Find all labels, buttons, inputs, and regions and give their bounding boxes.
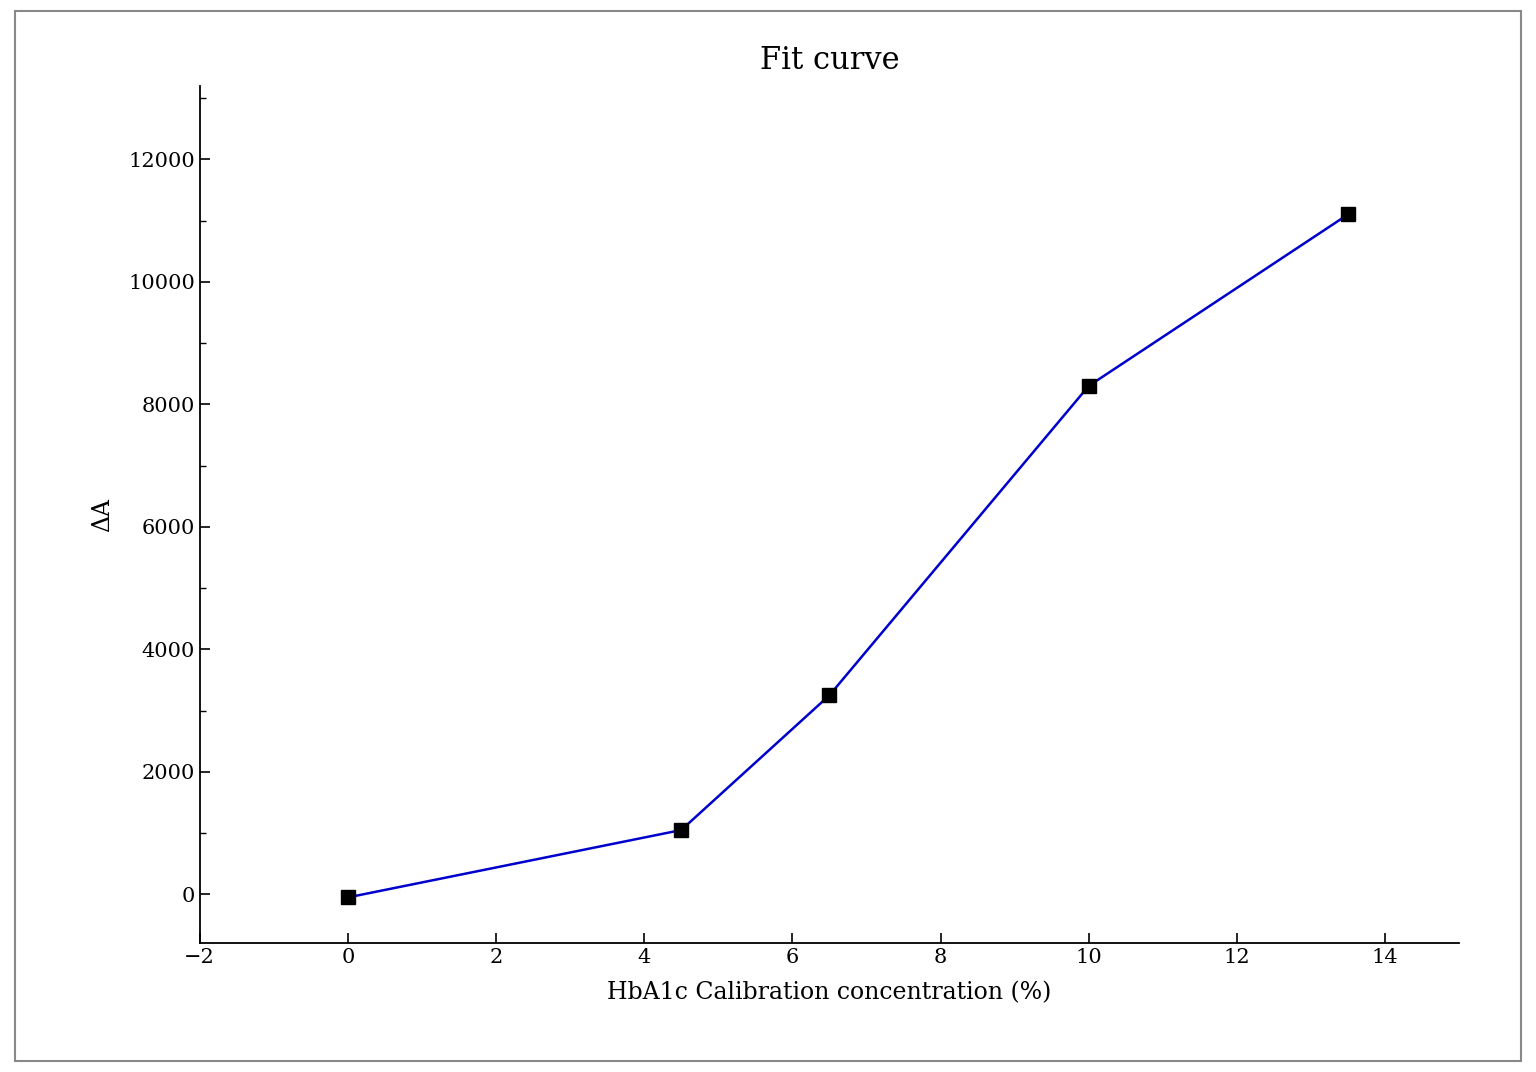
Y-axis label: ΔA: ΔA (91, 497, 114, 532)
X-axis label: HbA1c Calibration concentration (%): HbA1c Calibration concentration (%) (607, 981, 1052, 1004)
Title: Fit curve: Fit curve (760, 45, 899, 76)
